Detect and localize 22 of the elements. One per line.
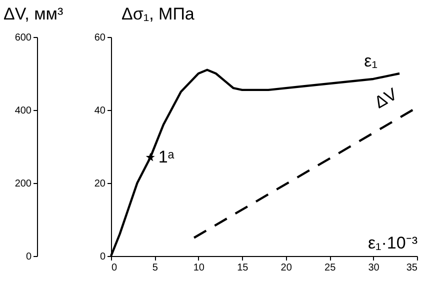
x-tick-label: 25 [324,262,336,274]
series-label: ε₁ [364,52,378,70]
text: ΔV [371,84,401,112]
y2-tick-label: 0 [100,252,106,262]
y-tick-label: 0 [26,252,32,262]
y-tick-label: 600 [14,32,32,44]
x-axis-title: ε₁·10⁻³ [368,234,418,252]
annotation: 1ᵃ [158,147,175,166]
x-tick-label: 35 [406,262,418,274]
x-tick-label: 15 [237,262,249,274]
y2-tick-label: 20 [94,178,106,190]
x-tick-label: 20 [280,262,292,274]
x-tick-label: 0 [112,262,118,274]
x-tick-label: 5 [152,262,158,274]
y-tick-label: 200 [14,178,32,190]
y-axis-title: ΔV, мм³ [4,4,64,24]
y2-axis-title: Δσ₁, МПа [122,4,195,24]
x-tick-label: 30 [368,262,380,274]
y2-tick-label: 40 [94,106,106,116]
y-tick-label: 400 [14,106,32,116]
x-tick-label: 10 [193,262,205,274]
y2-tick-label: 60 [94,32,106,44]
